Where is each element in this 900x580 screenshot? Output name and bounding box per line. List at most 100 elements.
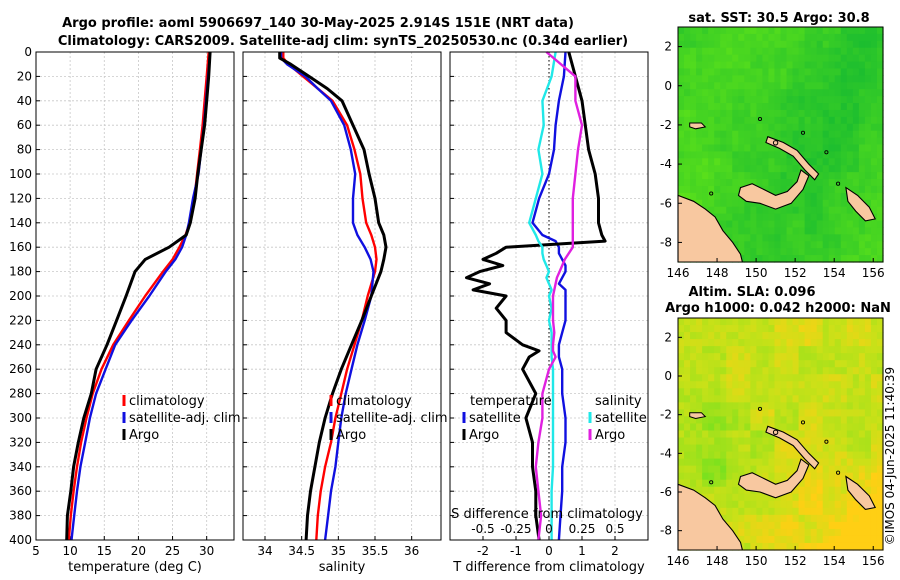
map-cell <box>810 346 818 354</box>
map-cell <box>810 47 818 56</box>
map-cell <box>846 144 854 153</box>
map-cell <box>822 430 830 439</box>
map-cell <box>804 179 812 187</box>
map-cell <box>750 325 757 333</box>
map-cell <box>726 367 733 375</box>
map-cell <box>864 137 872 146</box>
map-cell <box>780 381 788 389</box>
map-cell <box>750 158 757 166</box>
map-cell <box>840 47 848 56</box>
map-cell <box>690 367 697 375</box>
map-cell <box>762 374 770 382</box>
map-cell <box>786 158 794 166</box>
map-cell <box>780 33 788 42</box>
map-cell <box>732 82 739 90</box>
map-cell <box>846 444 854 453</box>
map-cell <box>708 374 715 382</box>
map-cell <box>732 409 739 418</box>
map-cell <box>858 437 866 446</box>
map-cell <box>816 75 824 83</box>
map-cell <box>816 192 824 201</box>
map-cell <box>828 318 836 326</box>
map-cell <box>750 423 757 432</box>
map-cell <box>708 27 715 35</box>
map-cell <box>732 179 739 187</box>
map-cell <box>714 458 721 467</box>
map-cell <box>834 89 842 97</box>
map-cell <box>870 479 878 488</box>
map-cell <box>774 234 782 242</box>
map-cell <box>702 96 709 104</box>
map-cell <box>714 486 721 495</box>
map-cell <box>876 409 884 418</box>
map-y-tick-label: 2 <box>664 330 672 344</box>
map-cell <box>708 89 715 97</box>
map-cell <box>768 353 776 361</box>
map-cell <box>774 542 782 551</box>
map-cell <box>750 144 757 153</box>
map-cell <box>846 137 854 146</box>
map-cell <box>678 451 685 460</box>
map-cell <box>870 116 878 125</box>
map-cell <box>834 61 842 70</box>
map-cell <box>714 144 721 153</box>
map-cell <box>750 437 757 446</box>
map-cell <box>822 339 830 347</box>
map-cell <box>780 241 788 249</box>
map-cell <box>840 75 848 83</box>
map-cell <box>870 437 878 446</box>
map-cell <box>822 33 830 42</box>
legend-climatology: climatology <box>129 394 205 409</box>
map-cell <box>810 451 818 460</box>
map-cell <box>738 374 745 382</box>
map-cell <box>744 227 751 235</box>
map-cell <box>828 96 836 104</box>
map-cell <box>786 27 794 35</box>
map-cell <box>810 374 818 382</box>
map-cell <box>768 248 776 256</box>
map-cell <box>798 255 806 263</box>
map-cell <box>822 514 830 523</box>
map-cell <box>720 479 727 488</box>
map-cell <box>828 130 836 139</box>
map-cell <box>714 479 721 488</box>
map-cell <box>822 416 830 425</box>
map-cell <box>774 423 782 432</box>
map-cell <box>798 54 806 63</box>
map-cell <box>822 493 830 502</box>
map-cell <box>684 479 691 488</box>
map-y-tick-label: -4 <box>660 446 672 460</box>
map-cell <box>690 430 697 439</box>
map-cell <box>828 33 836 42</box>
map-cell <box>816 444 824 453</box>
map-cell <box>864 465 872 474</box>
map-cell <box>696 437 703 446</box>
map-cell <box>822 255 830 263</box>
map-cell <box>816 103 824 111</box>
map-cell <box>720 47 727 56</box>
map-cell <box>738 437 745 446</box>
map-cell <box>858 220 866 229</box>
map-cell <box>720 339 727 347</box>
map-cell <box>858 388 866 396</box>
map-cell <box>702 185 709 194</box>
map-cell <box>696 381 703 389</box>
map-cell <box>780 82 788 90</box>
map-cell <box>702 130 709 139</box>
map-cell <box>726 33 733 42</box>
map-cell <box>870 451 878 460</box>
map-cell <box>876 353 884 361</box>
map-cell <box>840 360 848 368</box>
map-cell <box>720 458 727 467</box>
map-cell <box>840 521 848 530</box>
map-cell <box>774 213 782 222</box>
map-cell <box>816 33 824 42</box>
map-cell <box>786 213 794 222</box>
map-cell <box>810 395 818 403</box>
map-cell <box>726 521 733 530</box>
map-cell <box>780 325 788 333</box>
map-cell <box>768 542 776 551</box>
map-cell <box>732 165 739 173</box>
map-cell <box>822 213 830 222</box>
map-cell <box>732 346 739 354</box>
